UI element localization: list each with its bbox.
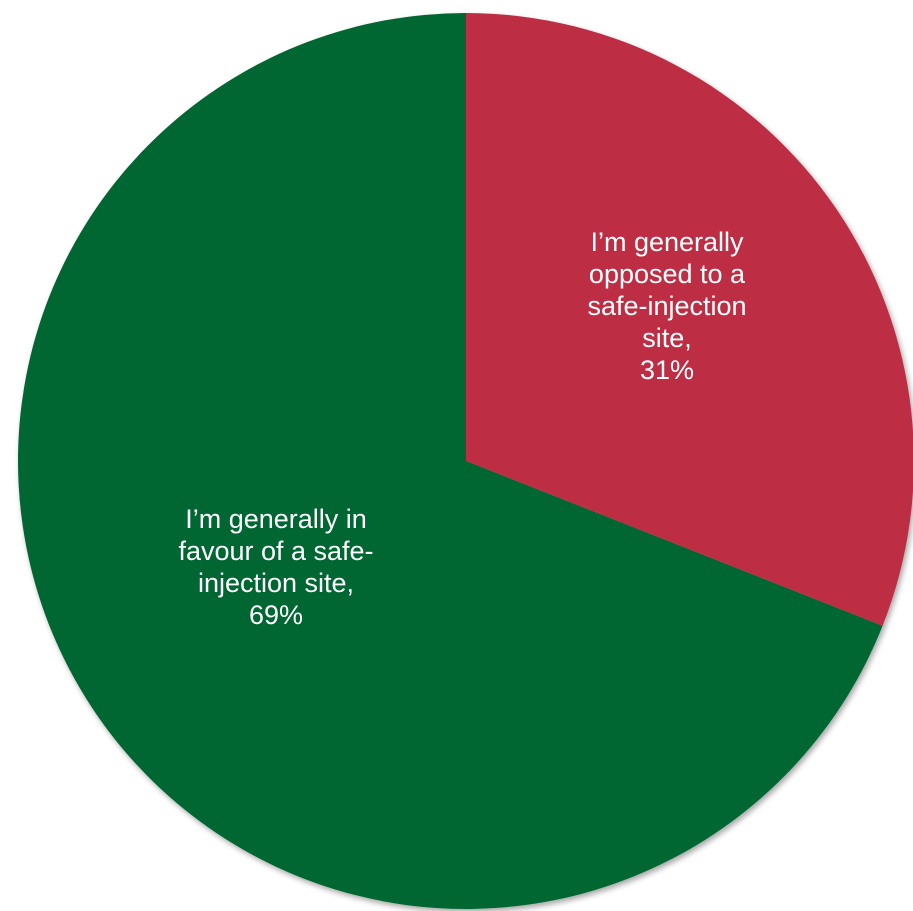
pie-label-opposed-line: site, — [642, 323, 692, 353]
pie-label-opposed-line: 31% — [640, 355, 694, 385]
pie-label-favour: I’m generally in favour of a safe-injecti… — [178, 504, 373, 630]
pie-slice-opposed — [466, 13, 913, 626]
pie-label-opposed: I’m generally opposed to a safe-injection s… — [587, 227, 746, 385]
pie-label-favour-line: injection site, — [198, 568, 354, 598]
pie-label-opposed-line: opposed to a — [589, 259, 746, 289]
pie-label-favour-line: 69% — [249, 600, 303, 630]
pie-label-opposed-line: safe-injection — [587, 291, 746, 321]
pie-label-opposed-line: I’m generally — [590, 227, 744, 257]
pie-label-favour-line: favour of a safe- — [178, 536, 373, 566]
pie-labels: I’m generally opposed to a safe-injection s… — [178, 227, 746, 630]
pie-slice-favour — [18, 13, 883, 909]
pie-label-favour-line: I’m generally in — [185, 504, 367, 534]
pie-slices — [18, 13, 913, 909]
